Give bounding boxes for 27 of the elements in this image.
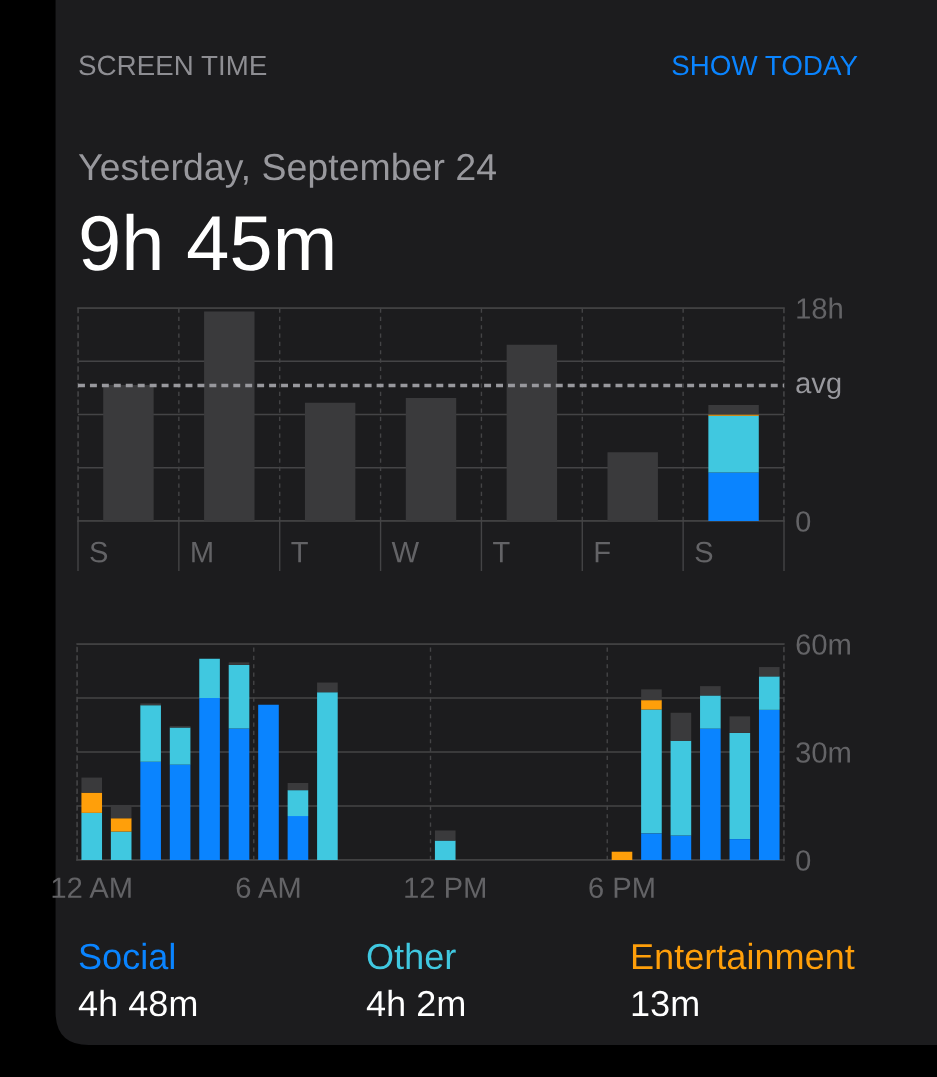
x-tick-label: M <box>192 542 212 563</box>
x-tick-label: S <box>695 541 713 563</box>
y-tick-label: 60m <box>796 634 850 655</box>
text: 9h 45m <box>81 213 333 271</box>
x-tick-label: T <box>291 542 308 563</box>
ref-line-label: avg <box>796 377 841 400</box>
chart-title: SCREEN TIME <box>79 55 267 76</box>
x-tick-label: F <box>595 542 610 563</box>
x-tick-label: T <box>493 542 510 563</box>
y-tick-label: 18h <box>797 297 842 319</box>
x-tick-label: W <box>391 542 419 563</box>
y-tick-label: 0 <box>796 511 811 532</box>
text: Entertainment <box>632 942 855 970</box>
text: 13m <box>632 990 698 1017</box>
text: 4h 48m <box>78 989 197 1017</box>
text: Social <box>79 942 174 970</box>
text: 4h 2m <box>366 989 464 1016</box>
text: Other <box>367 942 456 970</box>
x-tick-label: S <box>90 541 108 563</box>
text: SHOW TODAY <box>672 55 858 76</box>
x-tick-label: 6 PM <box>589 877 654 899</box>
x-tick-label: 12 PM <box>405 877 485 898</box>
x-tick-label: 12 AM <box>52 877 131 898</box>
chart-subtitle: Yesterday, September 24 <box>78 152 496 188</box>
y-tick-label: 0 <box>796 850 811 871</box>
x-tick-label: 6 AM <box>236 877 300 899</box>
y-tick-label: 30m <box>796 742 850 763</box>
